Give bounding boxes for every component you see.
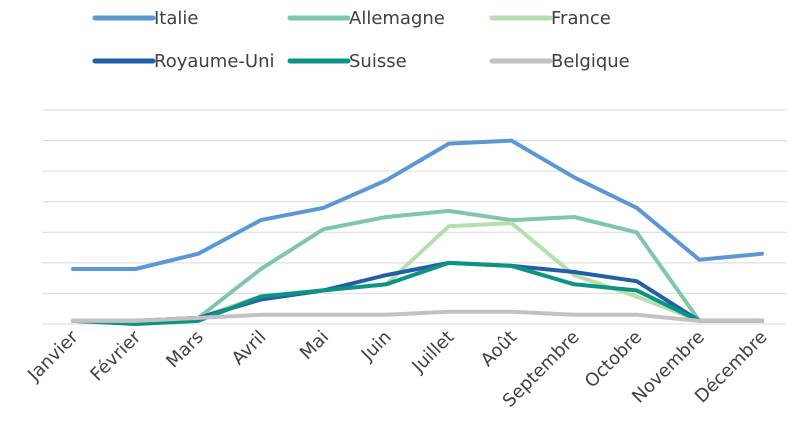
legend-label: Italie [154,8,198,29]
x-tick-label: Janvier [23,326,83,386]
legend-label: Royaume-Uni [154,51,275,72]
x-tick-label: Février [86,326,145,385]
legend-label: France [551,8,611,29]
x-tick-label: Mars [162,327,207,372]
x-tick-label: Juin [357,327,396,366]
x-tick-label: Août [477,327,521,371]
series-line [71,260,764,326]
series-line [71,309,764,323]
series-line [71,138,764,271]
x-tick-label: Mai [296,327,333,364]
x-tick-label: Octobre [581,327,647,393]
x-tick-label: Juillet [408,327,459,378]
x-tick-label: Avril [228,327,271,370]
legend-label: Suisse [349,51,407,72]
legend-label: Belgique [551,51,630,72]
legend-label: Allemagne [349,8,445,29]
